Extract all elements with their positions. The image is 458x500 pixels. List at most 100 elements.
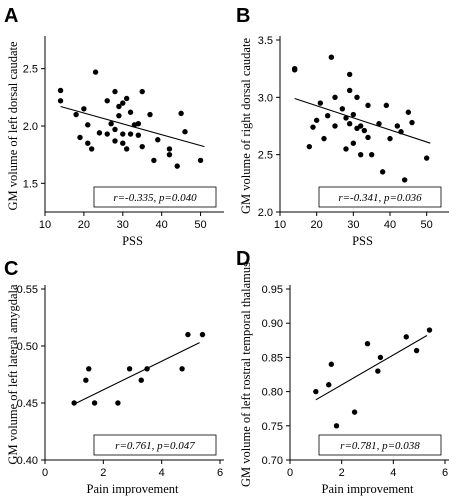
y-tick-label: 0.45 [17,398,38,410]
regression-line [315,335,428,401]
data-point [346,121,353,127]
data-point [85,122,91,128]
data-point [361,127,368,134]
panel-letter: A [4,5,18,27]
data-point [92,69,99,75]
data-point [126,366,133,372]
y-tick-label: 0.50 [17,341,38,353]
data-point [357,151,364,158]
data-point [57,98,64,104]
data-point [155,137,161,143]
data-point [120,140,126,146]
y-tick-label: 2.0 [23,121,38,133]
y-tick-label: 0.40 [17,455,38,467]
data-point [86,366,92,372]
x-tick-label: 2 [339,467,345,479]
data-point [328,361,335,367]
data-point [413,347,420,354]
data-point [403,334,409,340]
data-point [332,94,338,101]
data-point [116,103,122,110]
y-axis-title: GM volume of left dorsal caudate [6,41,20,210]
data-point [291,67,298,73]
x-tick-label: 4 [159,467,165,479]
data-point [333,423,340,429]
x-tick-label: 4 [390,467,396,479]
data-point [365,134,371,141]
data-point [199,331,206,338]
data-point [83,377,89,383]
data-point [350,111,357,118]
panel-d: D 0 2 4 6 0.70 0.75 0.80 0.85 0.90 0.95 Pain improv… [236,248,449,496]
data-point [88,146,95,152]
stats-box [93,434,217,456]
data-point [197,157,204,164]
data-point [77,134,83,141]
data-point [104,98,110,104]
x-tick-label: 40 [156,219,168,231]
data-point [85,140,91,146]
data-point [135,121,142,127]
data-point [387,135,393,142]
data-point [375,368,381,374]
y-tick-label: 0.90 [262,318,283,330]
data-point [426,327,433,333]
data-point [343,146,349,152]
y-tick-label: 0.80 [262,387,283,399]
data-point [115,400,121,406]
data-point [365,102,371,109]
data-point [321,135,327,142]
data-point [166,146,173,152]
y-tick-label: 0.95 [262,284,283,296]
x-tick-label: 6 [442,467,448,479]
data-point [306,143,313,150]
data-point [343,115,349,121]
x-tick-label: 0 [42,467,48,479]
data-point [324,112,331,119]
data-point [151,157,157,164]
data-point [116,112,122,119]
y-axis-title: GM volume of right dorsal caudate [239,38,253,214]
x-tick-label: 20 [311,219,323,231]
data-point [394,123,401,129]
data-point [313,117,320,123]
data-point [108,121,114,127]
data-point [346,87,353,94]
x-tick-label: 0 [287,467,293,479]
stats-annotation: r=-0.335, p=0.040 [113,192,197,204]
panel-letter: B [236,5,250,27]
data-point [174,163,180,169]
data-point [377,354,384,361]
data-point [112,138,118,144]
data-point [139,143,145,150]
data-point [123,146,130,152]
data-point [166,151,173,158]
data-point [354,94,360,101]
data-point [379,169,386,175]
y-tick-label: 2.0 [258,207,273,219]
data-point [138,377,144,383]
data-point [398,129,404,135]
panel-letter: C [4,258,18,280]
data-point [409,119,415,126]
stats-annotation: r=-0.341, p=0.036 [338,192,422,204]
stats-annotation: r=0.761, p=0.047 [115,440,195,452]
x-tick-label: 10 [39,219,51,231]
data-point [313,388,319,395]
data-point [339,106,346,112]
data-point [96,130,103,136]
data-point [364,341,371,347]
y-tick-label: 0.55 [17,284,38,296]
y-tick-label: 0.75 [262,421,283,433]
y-axis-title: GM volume of left rostral temporal thala… [239,262,253,487]
x-tick-label: 20 [78,219,90,231]
y-axis-title: GM volume of left lateral amygdala [6,284,20,465]
data-point [182,129,188,135]
data-point [127,131,134,137]
data-point [147,111,153,118]
data-point [368,151,375,158]
data-point [81,106,87,112]
data-point [357,123,364,129]
x-tick-label: 30 [347,219,359,231]
